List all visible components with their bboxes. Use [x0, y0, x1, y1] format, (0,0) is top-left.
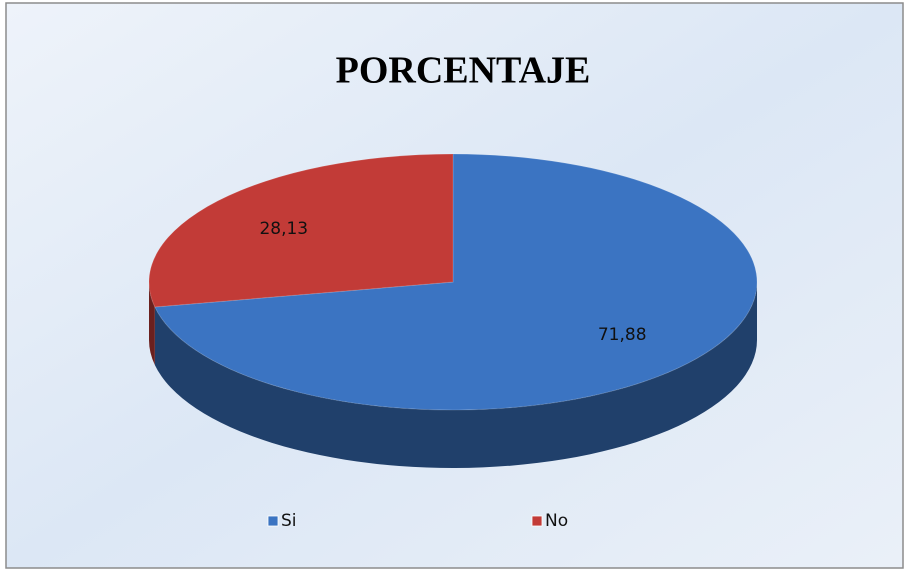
pie-side — [149, 282, 155, 365]
data-label: 28,13 — [259, 219, 308, 239]
pie-side — [154, 282, 757, 468]
pie: 71,88 28,13 — [148, 153, 758, 468]
pie-slice — [148, 153, 454, 308]
legend-label: Si — [281, 511, 297, 531]
legend-swatch — [531, 515, 543, 527]
legend-swatch — [267, 515, 279, 527]
chart-title: PORCENTAJE — [336, 50, 591, 92]
data-label: 71,88 — [598, 325, 647, 345]
legend-label: No — [545, 511, 568, 531]
pie-slice — [154, 153, 758, 411]
legend: Si No — [267, 511, 568, 531]
